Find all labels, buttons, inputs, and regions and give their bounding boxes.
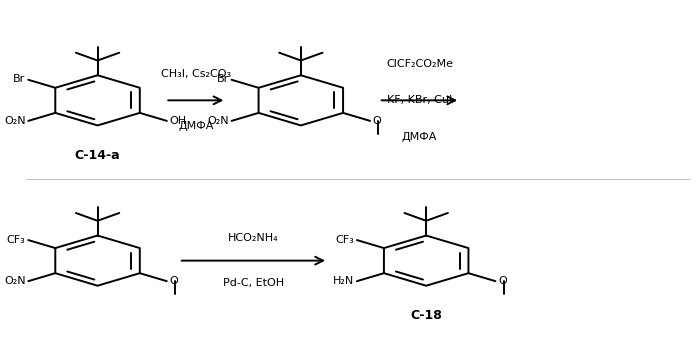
Text: HCO₂NH₄: HCO₂NH₄ <box>228 233 279 243</box>
Text: O₂N: O₂N <box>4 116 26 126</box>
Text: OH: OH <box>169 116 187 126</box>
Text: CH₃I, Cs₂CO₃: CH₃I, Cs₂CO₃ <box>161 69 231 79</box>
Text: O: O <box>169 276 178 286</box>
Text: O₂N: O₂N <box>4 276 26 286</box>
Text: ДМФА: ДМФА <box>178 121 214 131</box>
Text: ClCF₂CO₂Me: ClCF₂CO₂Me <box>386 59 453 69</box>
Text: Pd-C, EtOH: Pd-C, EtOH <box>223 278 284 288</box>
Text: C-14-a: C-14-a <box>75 149 120 161</box>
Text: H₂N: H₂N <box>333 276 354 286</box>
Text: ДМФА: ДМФА <box>402 132 437 142</box>
Text: Br: Br <box>13 74 26 85</box>
Text: CF₃: CF₃ <box>335 235 354 245</box>
Text: CF₃: CF₃ <box>7 235 26 245</box>
Text: Br: Br <box>216 74 229 85</box>
Text: O₂N: O₂N <box>207 116 229 126</box>
Text: KF, KBr, CuI: KF, KBr, CuI <box>387 95 452 105</box>
Text: O: O <box>498 276 507 286</box>
Text: C-18: C-18 <box>410 309 442 322</box>
Text: O: O <box>373 115 382 126</box>
